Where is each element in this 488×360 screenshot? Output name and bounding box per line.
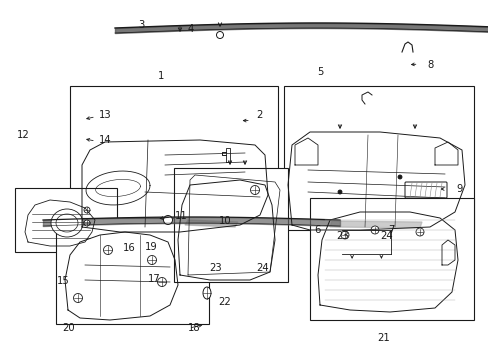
Text: 17: 17 <box>147 274 160 284</box>
Ellipse shape <box>84 220 90 226</box>
Ellipse shape <box>84 207 90 213</box>
Bar <box>15 188 117 252</box>
Polygon shape <box>329 221 421 228</box>
Text: 15: 15 <box>57 276 70 286</box>
Bar <box>70 86 278 230</box>
Text: 9: 9 <box>455 184 462 194</box>
FancyBboxPatch shape <box>404 182 446 198</box>
Text: 8: 8 <box>427 60 432 70</box>
Ellipse shape <box>250 185 259 194</box>
Ellipse shape <box>203 287 210 299</box>
Text: 7: 7 <box>387 225 394 235</box>
Text: 20: 20 <box>62 323 75 333</box>
Text: 22: 22 <box>218 297 231 307</box>
Ellipse shape <box>415 228 423 236</box>
Text: 10: 10 <box>218 216 231 226</box>
Text: 6: 6 <box>314 225 321 235</box>
Ellipse shape <box>56 214 78 232</box>
Ellipse shape <box>103 246 112 255</box>
Polygon shape <box>184 220 238 227</box>
Text: 23: 23 <box>208 263 221 273</box>
Bar <box>174 168 287 282</box>
Ellipse shape <box>163 216 172 225</box>
Bar <box>284 86 473 230</box>
Ellipse shape <box>51 209 83 237</box>
Text: 5: 5 <box>316 67 323 77</box>
Ellipse shape <box>216 31 223 39</box>
Text: 11: 11 <box>174 211 187 221</box>
Ellipse shape <box>397 175 401 179</box>
Text: 18: 18 <box>188 323 201 333</box>
Text: 1: 1 <box>158 71 164 81</box>
Text: 24: 24 <box>256 263 268 273</box>
Ellipse shape <box>337 190 341 194</box>
Text: 13: 13 <box>99 110 111 120</box>
Text: 19: 19 <box>145 242 158 252</box>
Text: 23: 23 <box>335 231 348 241</box>
Ellipse shape <box>157 278 166 287</box>
Bar <box>309 198 473 320</box>
Text: 21: 21 <box>377 333 389 343</box>
Ellipse shape <box>73 293 82 302</box>
Text: 2: 2 <box>255 110 262 120</box>
Ellipse shape <box>340 231 348 239</box>
Text: 4: 4 <box>187 24 193 34</box>
Bar <box>56 218 208 324</box>
Text: 12: 12 <box>17 130 30 140</box>
Text: 14: 14 <box>99 135 111 145</box>
Text: 16: 16 <box>123 243 136 253</box>
Text: 3: 3 <box>139 20 144 30</box>
Ellipse shape <box>370 226 378 234</box>
Ellipse shape <box>147 256 156 265</box>
Text: 24: 24 <box>379 231 392 241</box>
